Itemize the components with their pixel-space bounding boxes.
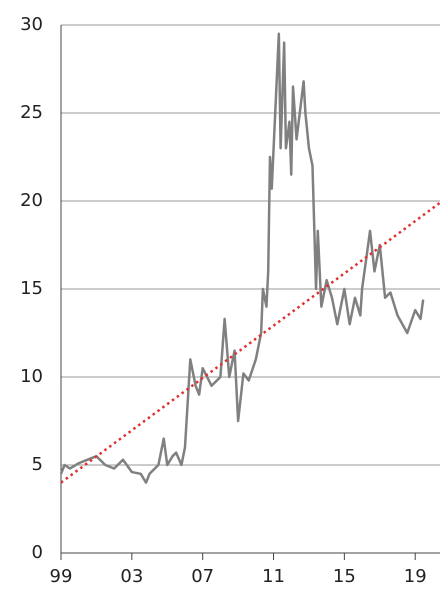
x-tick-label: 15 <box>333 566 356 587</box>
x-tick-label: 19 <box>404 566 427 587</box>
y-tick-label: 20 <box>20 190 43 211</box>
x-tick-label: 11 <box>262 566 285 587</box>
y-tick-label: 10 <box>20 366 43 387</box>
line-series <box>59 32 425 484</box>
x-tick-label: 07 <box>191 566 214 587</box>
y-tick-label: 0 <box>32 542 43 563</box>
x-tick-label: 99 <box>50 566 73 587</box>
y-tick-label: 30 <box>20 14 43 35</box>
x-tick-label: 03 <box>120 566 143 587</box>
y-tick-label: 15 <box>20 278 43 299</box>
line-series <box>60 201 441 484</box>
y-tick-label: 25 <box>20 102 43 123</box>
y-tick-label: 5 <box>32 454 43 475</box>
